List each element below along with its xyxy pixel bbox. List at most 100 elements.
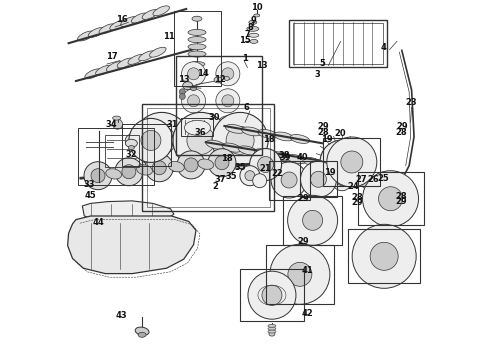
Text: 14: 14	[197, 69, 209, 78]
Circle shape	[288, 262, 312, 286]
Ellipse shape	[188, 30, 206, 35]
Circle shape	[362, 179, 371, 189]
Text: 18: 18	[220, 154, 232, 163]
Ellipse shape	[137, 165, 152, 175]
Ellipse shape	[113, 116, 121, 120]
Circle shape	[363, 171, 418, 227]
Ellipse shape	[191, 86, 196, 91]
Bar	[266, 245, 334, 304]
Circle shape	[179, 94, 185, 99]
Text: 8: 8	[247, 23, 253, 32]
Ellipse shape	[153, 6, 170, 16]
Text: 3: 3	[315, 71, 320, 80]
Text: 29: 29	[297, 238, 309, 247]
Ellipse shape	[99, 24, 116, 34]
Circle shape	[182, 116, 205, 140]
Text: 6: 6	[244, 103, 249, 112]
Text: 22: 22	[271, 169, 283, 178]
Text: 23: 23	[406, 98, 417, 107]
Circle shape	[351, 179, 359, 187]
Circle shape	[147, 126, 176, 154]
Circle shape	[188, 68, 199, 80]
Circle shape	[312, 161, 327, 176]
Ellipse shape	[268, 327, 276, 330]
Ellipse shape	[88, 27, 105, 37]
Text: 16: 16	[116, 15, 127, 24]
Ellipse shape	[183, 82, 193, 90]
Circle shape	[208, 149, 236, 177]
Text: 36: 36	[194, 128, 206, 137]
Circle shape	[129, 118, 173, 162]
Ellipse shape	[188, 51, 206, 57]
Ellipse shape	[131, 13, 148, 23]
Ellipse shape	[268, 330, 276, 333]
Bar	[323, 138, 380, 186]
Ellipse shape	[373, 180, 387, 188]
Circle shape	[271, 162, 307, 198]
Ellipse shape	[138, 332, 146, 337]
Ellipse shape	[96, 65, 112, 75]
Circle shape	[327, 137, 377, 187]
Text: 43: 43	[116, 310, 127, 320]
Bar	[358, 172, 424, 225]
Circle shape	[184, 158, 198, 172]
Text: 28: 28	[318, 128, 329, 137]
Circle shape	[134, 112, 190, 168]
Circle shape	[332, 171, 352, 191]
Circle shape	[141, 130, 161, 150]
Text: 29: 29	[351, 198, 363, 207]
Text: 35: 35	[225, 172, 237, 181]
Text: 1: 1	[242, 54, 248, 63]
Text: 19: 19	[324, 168, 336, 177]
Text: 11: 11	[163, 32, 175, 41]
Text: 29: 29	[395, 197, 407, 206]
Ellipse shape	[128, 54, 145, 64]
Text: 4: 4	[380, 43, 386, 52]
Circle shape	[222, 68, 234, 80]
Circle shape	[253, 174, 267, 188]
Ellipse shape	[188, 37, 206, 42]
Text: 29: 29	[396, 122, 408, 131]
Text: 2: 2	[213, 182, 219, 191]
Circle shape	[173, 112, 229, 168]
Circle shape	[352, 224, 416, 288]
Circle shape	[320, 140, 364, 184]
Circle shape	[288, 195, 338, 245]
Ellipse shape	[106, 62, 123, 72]
Text: 25: 25	[377, 174, 389, 183]
Bar	[142, 104, 274, 211]
Circle shape	[182, 89, 205, 113]
Text: 10: 10	[251, 4, 263, 13]
Ellipse shape	[117, 58, 134, 68]
Ellipse shape	[290, 135, 310, 143]
Circle shape	[245, 171, 255, 181]
Bar	[240, 269, 304, 321]
Circle shape	[179, 89, 185, 95]
Ellipse shape	[139, 51, 155, 61]
Text: 29: 29	[318, 122, 329, 131]
Ellipse shape	[238, 146, 258, 155]
Ellipse shape	[198, 159, 214, 169]
Text: 9: 9	[251, 17, 257, 26]
Ellipse shape	[184, 120, 211, 135]
Text: 27: 27	[356, 175, 368, 184]
Ellipse shape	[110, 20, 126, 30]
Circle shape	[152, 161, 166, 175]
Circle shape	[258, 157, 273, 172]
Text: 17: 17	[106, 53, 118, 62]
Ellipse shape	[142, 9, 159, 19]
Ellipse shape	[254, 149, 274, 158]
Bar	[283, 196, 342, 245]
Circle shape	[216, 62, 240, 86]
Text: 31: 31	[167, 120, 178, 129]
Text: 21: 21	[260, 164, 271, 173]
Text: 45: 45	[85, 191, 97, 199]
Ellipse shape	[125, 139, 137, 147]
Circle shape	[281, 172, 297, 188]
Bar	[181, 118, 213, 136]
Ellipse shape	[249, 20, 257, 24]
Circle shape	[182, 62, 205, 86]
Ellipse shape	[188, 44, 206, 50]
Text: 13: 13	[178, 76, 190, 85]
Circle shape	[215, 156, 229, 170]
